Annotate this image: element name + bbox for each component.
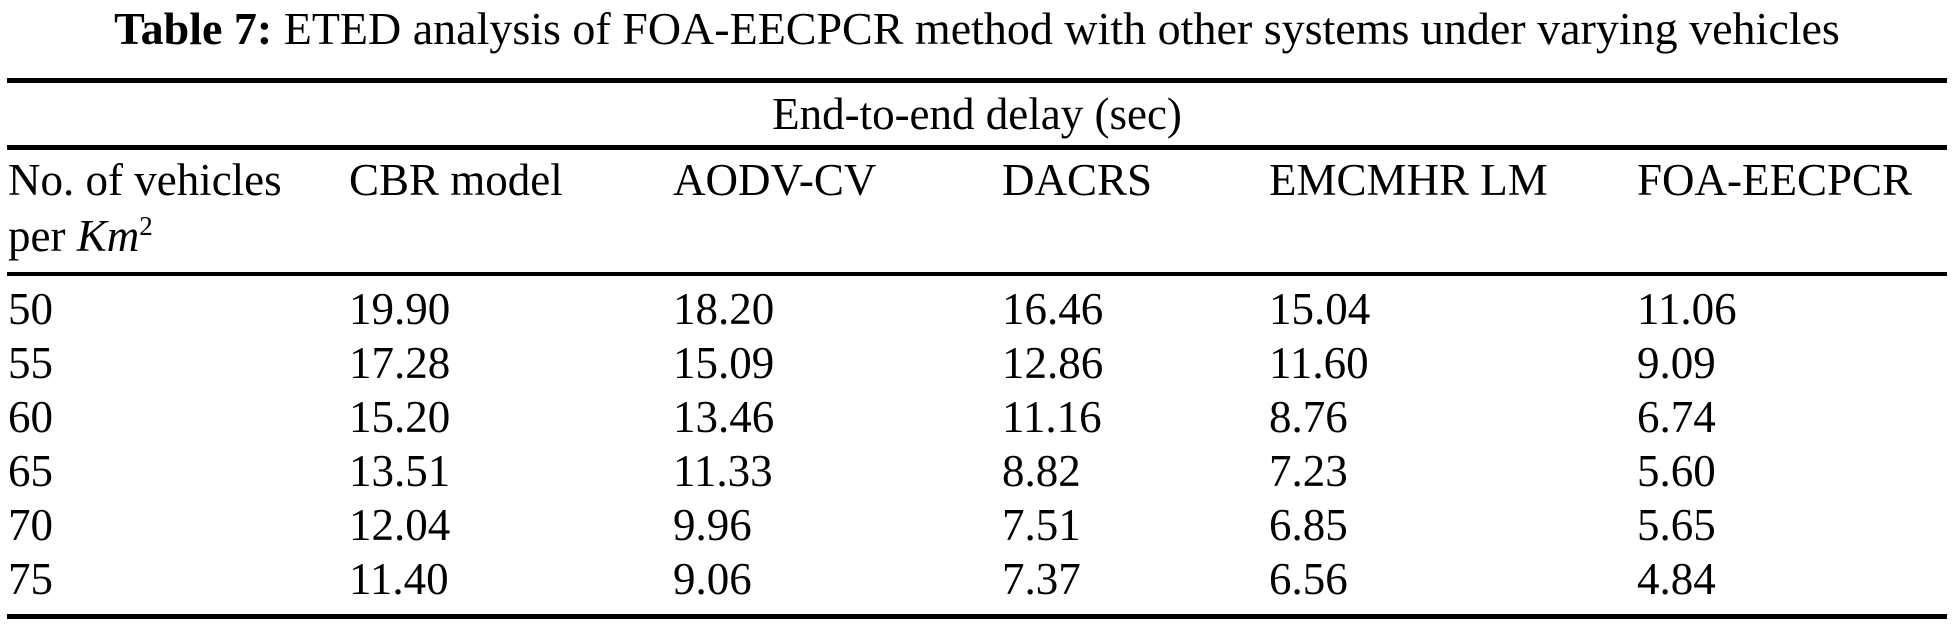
- data-cell: 6.85: [1269, 500, 1348, 550]
- column-header-aodv-cv: AODV-CV: [673, 155, 877, 205]
- data-cell: 17.28: [349, 338, 451, 388]
- column-header-vehicles-unit-exponent: 2: [139, 211, 153, 241]
- data-cell: 13.46: [673, 392, 775, 442]
- table-row: 75 11.40 9.06 7.37 6.56 4.84: [8, 552, 1946, 606]
- table-span-header: End-to-end delay (sec): [772, 89, 1182, 139]
- row-header-cell: 60: [8, 392, 53, 442]
- data-cell: 11.16: [1002, 392, 1102, 442]
- table-row: 55 17.28 15.09 12.86 11.60 9.09: [8, 336, 1946, 390]
- column-header-foa-eecpcr: FOA-EECPCR: [1637, 155, 1913, 205]
- table-header-rule: [7, 145, 1947, 150]
- data-cell: 9.06: [673, 554, 752, 604]
- data-cell: 9.09: [1637, 338, 1716, 388]
- data-cell: 19.90: [349, 284, 451, 334]
- data-cell: 6.74: [1637, 392, 1716, 442]
- data-cell: 18.20: [673, 284, 775, 334]
- data-cell: 11.33: [673, 446, 773, 496]
- table-body: 50 19.90 18.20 16.46 15.04 11.06 55 17.2…: [0, 276, 1954, 614]
- data-cell: 9.96: [673, 500, 752, 550]
- column-header-dacrs: DACRS: [1002, 155, 1153, 205]
- data-cell: 12.04: [349, 500, 451, 550]
- data-cell: 12.86: [1002, 338, 1104, 388]
- column-header-vehicles-line1: No. of vehicles: [8, 155, 282, 205]
- row-header-cell: 75: [8, 554, 53, 604]
- row-header-cell: 65: [8, 446, 53, 496]
- column-header-emcmhr-lm: EMCMHR LM: [1269, 155, 1548, 205]
- table-row: 50 19.90 18.20 16.46 15.04 11.06: [8, 282, 1946, 336]
- column-header-vehicles: No. of vehicles per Km2: [8, 152, 349, 264]
- data-cell: 11.06: [1637, 284, 1737, 334]
- data-cell: 8.82: [1002, 446, 1081, 496]
- table-bottom-rule: [7, 614, 1947, 619]
- data-cell: 16.46: [1002, 284, 1104, 334]
- data-cell: 6.56: [1269, 554, 1348, 604]
- table-caption: Table 7: ETED analysis of FOA-EECPCR met…: [0, 0, 1954, 54]
- table-column-header-row: No. of vehicles per Km2 CBR model AODV-C…: [8, 150, 1946, 272]
- data-cell: 7.23: [1269, 446, 1348, 496]
- table-top-rule: [7, 78, 1947, 83]
- table-row: 60 15.20 13.46 11.16 8.76 6.74: [8, 390, 1946, 444]
- data-cell: 8.76: [1269, 392, 1348, 442]
- table-caption-label: Table 7:: [114, 3, 273, 54]
- data-cell: 11.40: [349, 554, 449, 604]
- data-cell: 4.84: [1637, 554, 1716, 604]
- table-row: 65 13.51 11.33 8.82 7.23 5.60: [8, 444, 1946, 498]
- data-cell: 11.60: [1269, 338, 1369, 388]
- row-header-cell: 70: [8, 500, 53, 550]
- data-cell: 5.65: [1637, 500, 1716, 550]
- column-header-vehicles-unit: Km: [76, 211, 140, 261]
- column-header-vehicles-line2-prefix: per: [8, 211, 77, 261]
- column-header-cbr-model: CBR model: [349, 155, 563, 205]
- data-cell: 5.60: [1637, 446, 1716, 496]
- data-cell: 7.37: [1002, 554, 1081, 604]
- data-cell: 15.20: [349, 392, 451, 442]
- data-cell: 13.51: [349, 446, 451, 496]
- table-body-rule: [7, 272, 1947, 276]
- data-cell: 15.09: [673, 338, 775, 388]
- row-header-cell: 55: [8, 338, 53, 388]
- table-row: 70 12.04 9.96 7.51 6.85 5.65: [8, 498, 1946, 552]
- data-cell: 15.04: [1269, 284, 1371, 334]
- data-cell: 7.51: [1002, 500, 1081, 550]
- row-header-cell: 50: [8, 284, 53, 334]
- table-caption-text: ETED analysis of FOA-EECPCR method with …: [272, 3, 1840, 54]
